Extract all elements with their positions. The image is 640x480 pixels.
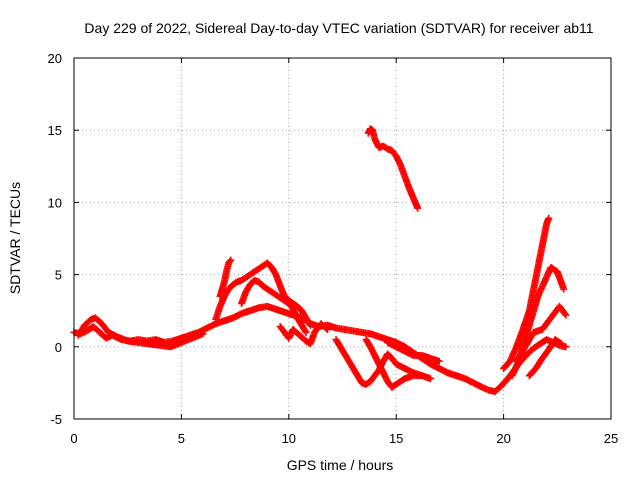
series-rise-a: [500, 214, 553, 372]
data-point: [322, 324, 330, 332]
data-point: [562, 343, 570, 351]
x-tick-label: 25: [604, 431, 618, 446]
series-drop-seg-a: [332, 336, 435, 388]
data-point: [558, 340, 566, 348]
grid-lines: [74, 58, 611, 419]
y-tick-label: 20: [48, 51, 62, 66]
data-point: [301, 327, 309, 335]
x-tick-labels: 0 5 10 15 20 25: [70, 431, 618, 446]
series-rise-d: [525, 336, 566, 380]
axis-ticks: [73, 57, 612, 420]
x-tick-label: 15: [389, 431, 403, 446]
x-tick-label: 20: [496, 431, 510, 446]
y-tick-label: 15: [48, 123, 62, 138]
chart-title: Day 229 of 2022, Sidereal Day-to-day VTE…: [84, 20, 593, 36]
data-points: [70, 125, 570, 396]
data-point: [418, 372, 426, 380]
series-dip-to-0: [74, 314, 207, 351]
y-axis-label: SDTVAR / TECUs: [7, 182, 23, 294]
data-point: [414, 204, 422, 212]
y-tick-labels: -5 0 5 10 15 20: [48, 51, 62, 427]
y-tick-label: 10: [48, 195, 62, 210]
x-tick-label: 5: [178, 431, 185, 446]
data-point: [199, 330, 207, 338]
data-point: [561, 310, 569, 318]
series-arc-3: [238, 276, 310, 336]
plot-frame: [73, 57, 612, 420]
data-point: [323, 325, 331, 333]
data-point: [305, 320, 313, 328]
data-point: [226, 258, 234, 266]
x-tick-label: 0: [70, 431, 77, 446]
data-point: [562, 311, 570, 319]
data-point: [302, 328, 310, 336]
series-arc-1: [212, 259, 314, 329]
series-high-segment: [364, 125, 422, 212]
data-point: [227, 256, 235, 264]
data-point: [306, 321, 314, 329]
series-arc-2: [216, 256, 235, 300]
x-tick-label: 10: [282, 431, 296, 446]
y-tick-label: -5: [50, 412, 62, 427]
data-point: [560, 285, 568, 293]
series-drop-seg-b: [362, 336, 426, 391]
series-main: [70, 302, 570, 396]
x-axis-label: GPS time / hours: [287, 457, 394, 473]
series-drop-seg-c: [384, 338, 443, 365]
data-point: [556, 339, 564, 347]
series-rise-c: [512, 302, 570, 365]
data-point: [545, 214, 553, 222]
y-tick-label: 5: [55, 268, 62, 283]
series-rise-b: [508, 263, 568, 380]
series-low-segment: [276, 320, 331, 348]
data-point: [427, 375, 435, 383]
y-tick-label: 0: [55, 340, 62, 355]
data-point: [435, 357, 443, 365]
